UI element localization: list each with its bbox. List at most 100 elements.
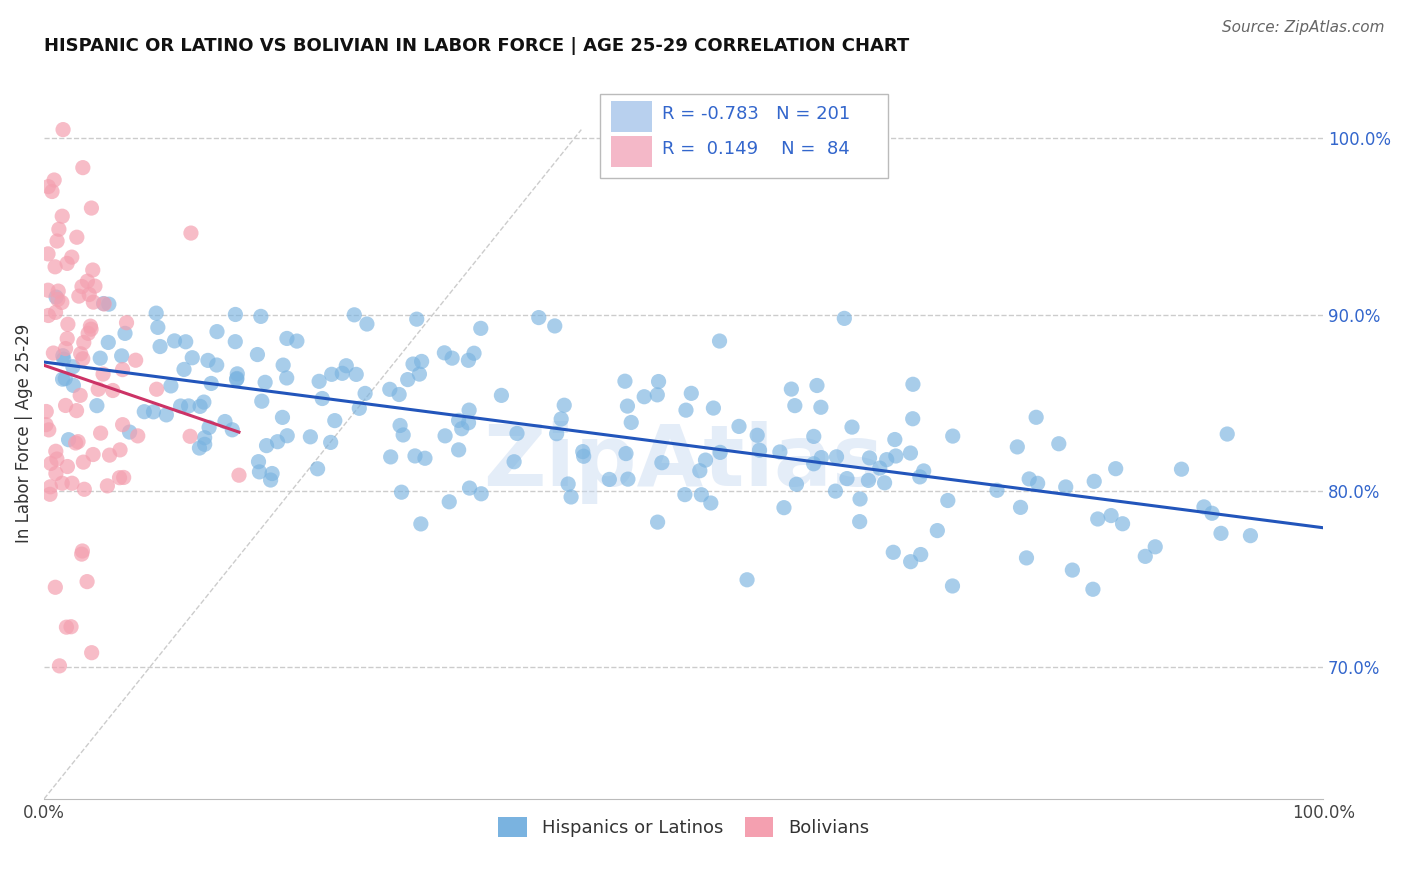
Point <box>457 416 479 430</box>
Point <box>319 435 342 450</box>
Point <box>60 476 83 491</box>
Point <box>806 378 828 392</box>
Point <box>598 472 620 486</box>
Point <box>1025 410 1047 425</box>
Point <box>115 316 138 330</box>
Text: R = -0.783   N = 201: R = -0.783 N = 201 <box>662 105 851 123</box>
Point <box>344 368 367 382</box>
Point <box>681 386 703 401</box>
Point <box>354 386 377 401</box>
Point <box>1015 550 1038 565</box>
Point <box>560 490 582 504</box>
Point <box>389 418 412 433</box>
Point <box>66 230 89 244</box>
Point <box>70 547 93 561</box>
Point <box>824 484 846 499</box>
Point <box>900 555 922 569</box>
Point <box>76 574 98 589</box>
Point <box>396 373 419 387</box>
Point <box>617 472 640 486</box>
Point <box>226 371 249 385</box>
Point <box>1083 475 1105 489</box>
Point <box>45 290 67 304</box>
Point <box>177 399 200 413</box>
Point <box>142 405 165 419</box>
Point <box>942 429 965 443</box>
Point <box>735 573 758 587</box>
Point <box>44 580 66 594</box>
Point <box>307 462 329 476</box>
Point <box>769 445 792 459</box>
Point <box>82 295 104 310</box>
Point <box>266 434 288 449</box>
Point <box>647 375 669 389</box>
Point <box>48 222 70 236</box>
Point <box>1170 462 1192 476</box>
Point <box>1010 500 1032 515</box>
Point <box>197 353 219 368</box>
Point <box>181 351 204 365</box>
Point <box>188 400 211 414</box>
Point <box>343 308 366 322</box>
Point <box>254 376 277 390</box>
Point <box>205 325 228 339</box>
Point <box>169 399 191 413</box>
Point <box>463 346 485 360</box>
Point <box>51 476 73 491</box>
Point <box>728 419 751 434</box>
Point <box>709 445 731 459</box>
Point <box>941 579 963 593</box>
Point <box>200 376 222 391</box>
Point <box>46 284 69 298</box>
Point <box>134 405 156 419</box>
Point <box>80 201 103 215</box>
Point <box>77 326 100 341</box>
Point <box>55 620 77 634</box>
Point <box>45 467 67 481</box>
Point <box>127 429 149 443</box>
Point <box>41 185 63 199</box>
Point <box>250 394 273 409</box>
Point <box>1099 508 1122 523</box>
Point <box>747 428 769 442</box>
Point <box>58 433 80 447</box>
Point <box>276 428 298 442</box>
FancyBboxPatch shape <box>600 94 889 178</box>
Point <box>408 367 430 381</box>
Point <box>1018 472 1040 486</box>
Point <box>42 346 65 360</box>
Point <box>111 362 134 376</box>
Point <box>986 483 1008 498</box>
Point <box>48 658 70 673</box>
Point <box>1026 476 1049 491</box>
Point <box>67 289 90 303</box>
Point <box>835 472 858 486</box>
Point <box>1062 563 1084 577</box>
Point <box>67 434 90 449</box>
Point <box>77 287 100 301</box>
Point <box>910 548 932 562</box>
Point <box>1144 540 1167 554</box>
Point <box>834 311 856 326</box>
Point <box>673 488 696 502</box>
Point <box>205 358 228 372</box>
Point <box>572 450 595 464</box>
Point <box>163 334 186 348</box>
Point <box>80 646 103 660</box>
Point <box>884 449 907 463</box>
Point <box>356 317 378 331</box>
Point <box>388 387 411 401</box>
Point <box>709 334 731 348</box>
Point <box>225 372 247 386</box>
Point <box>402 357 425 371</box>
Point <box>785 477 807 491</box>
Point <box>101 384 124 398</box>
Point <box>848 515 870 529</box>
Point <box>378 382 401 396</box>
Text: Source: ZipAtlas.com: Source: ZipAtlas.com <box>1222 20 1385 35</box>
Point <box>44 260 66 274</box>
Point <box>882 545 904 559</box>
Point <box>155 408 177 422</box>
Point <box>330 367 353 381</box>
Point <box>1135 549 1157 564</box>
